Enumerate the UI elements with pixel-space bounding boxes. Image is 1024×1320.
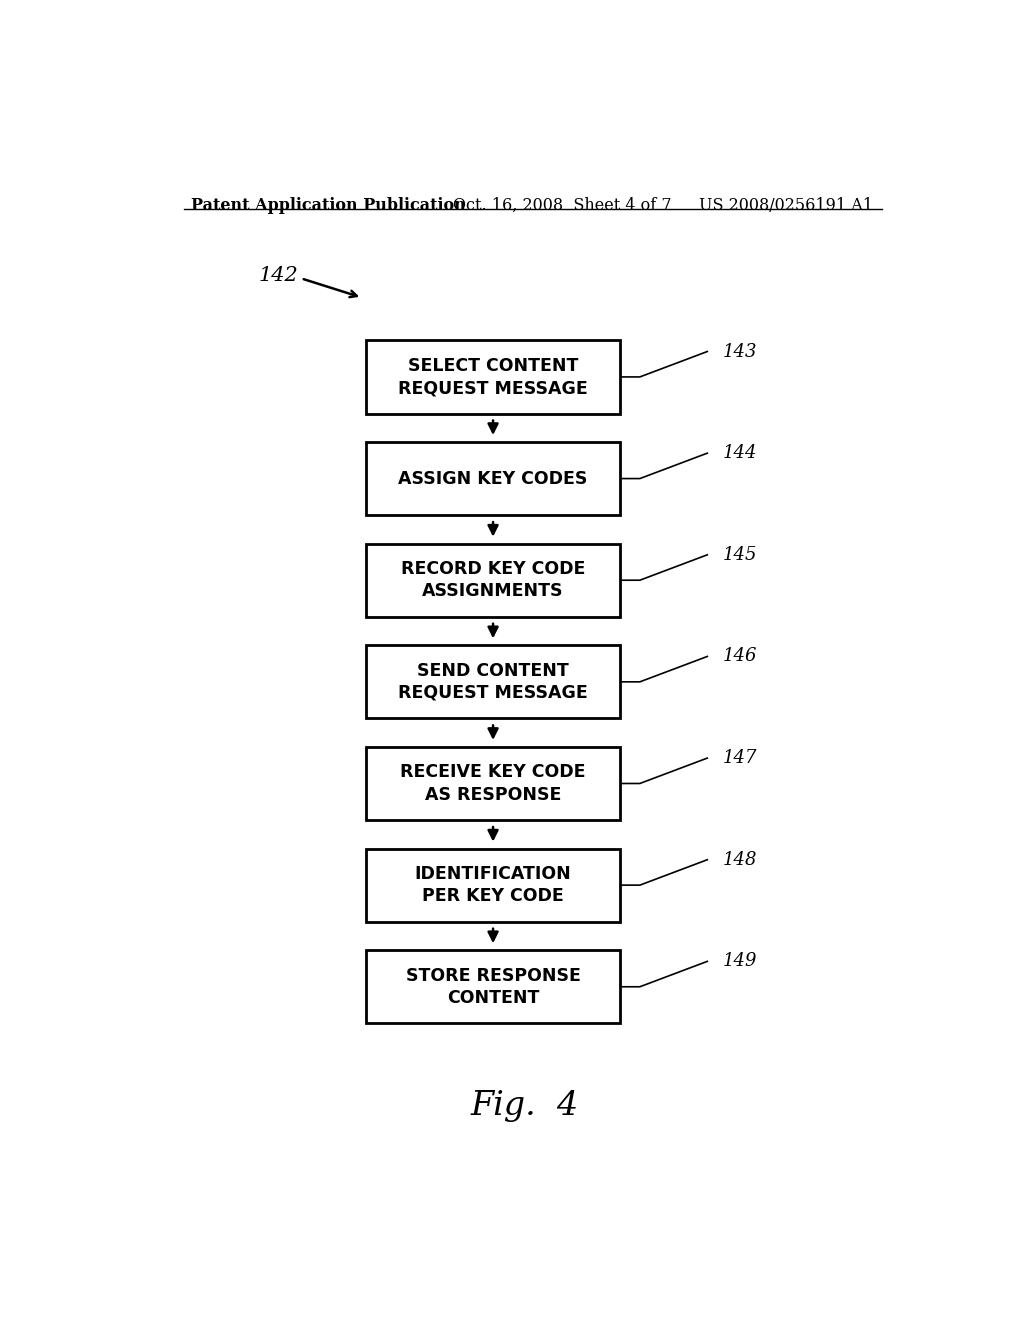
- Text: RECEIVE KEY CODE
AS RESPONSE: RECEIVE KEY CODE AS RESPONSE: [400, 763, 586, 804]
- Text: 147: 147: [723, 748, 758, 767]
- Text: 142: 142: [259, 265, 299, 285]
- Bar: [367, 544, 621, 616]
- Text: SEND CONTENT
REQUEST MESSAGE: SEND CONTENT REQUEST MESSAGE: [398, 661, 588, 702]
- Bar: [367, 747, 621, 820]
- Bar: [367, 341, 621, 413]
- Text: 145: 145: [723, 545, 758, 564]
- Text: SELECT CONTENT
REQUEST MESSAGE: SELECT CONTENT REQUEST MESSAGE: [398, 356, 588, 397]
- Text: STORE RESPONSE
CONTENT: STORE RESPONSE CONTENT: [406, 966, 581, 1007]
- Text: 148: 148: [723, 850, 758, 869]
- Text: IDENTIFICATION
PER KEY CODE: IDENTIFICATION PER KEY CODE: [415, 865, 571, 906]
- Bar: [367, 645, 621, 718]
- Text: 144: 144: [723, 444, 758, 462]
- Text: 149: 149: [723, 952, 758, 970]
- Text: Patent Application Publication: Patent Application Publication: [191, 197, 466, 214]
- Text: RECORD KEY CODE
ASSIGNMENTS: RECORD KEY CODE ASSIGNMENTS: [400, 560, 586, 601]
- Text: Oct. 16, 2008  Sheet 4 of 7: Oct. 16, 2008 Sheet 4 of 7: [454, 197, 672, 214]
- Bar: [367, 849, 621, 921]
- Text: 143: 143: [723, 342, 758, 360]
- Text: ASSIGN KEY CODES: ASSIGN KEY CODES: [398, 470, 588, 487]
- Text: US 2008/0256191 A1: US 2008/0256191 A1: [699, 197, 873, 214]
- Text: Fig.  4: Fig. 4: [471, 1090, 579, 1122]
- Bar: [367, 950, 621, 1023]
- Text: 146: 146: [723, 647, 758, 665]
- Bar: [367, 442, 621, 515]
